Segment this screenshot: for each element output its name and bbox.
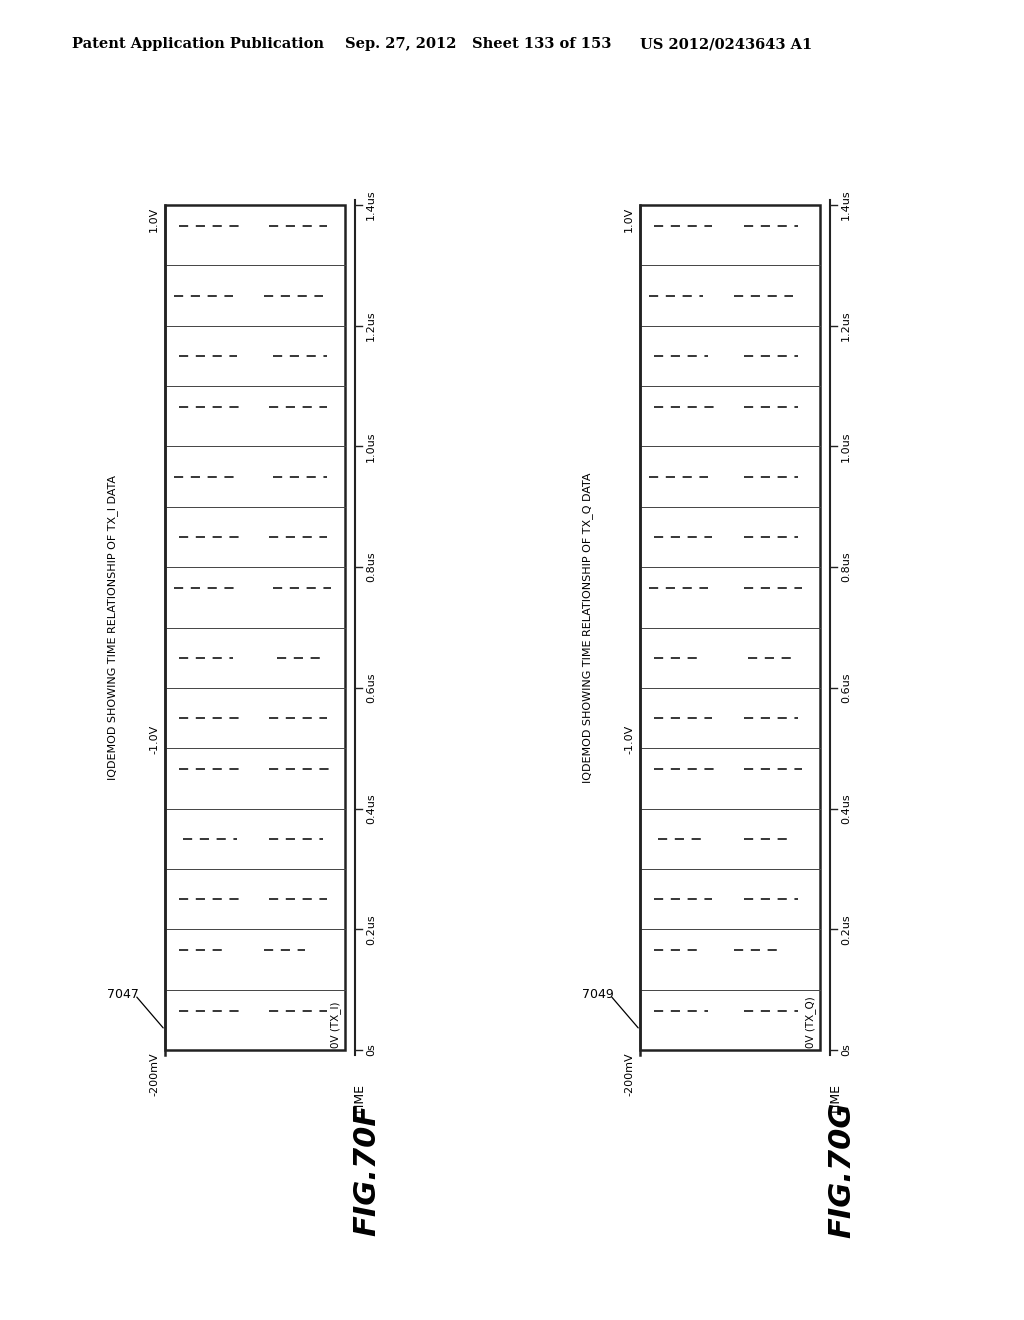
Text: Sep. 27, 2012: Sep. 27, 2012 (345, 37, 457, 51)
Text: 1.0us: 1.0us (366, 432, 376, 462)
Text: 0s: 0s (841, 1044, 851, 1056)
Text: 1.2us: 1.2us (366, 310, 376, 341)
Text: 1.0us: 1.0us (841, 432, 851, 462)
Text: 0V (TX_I): 0V (TX_I) (330, 1002, 341, 1048)
Text: US 2012/0243643 A1: US 2012/0243643 A1 (640, 37, 812, 51)
Text: FIG.70F: FIG.70F (352, 1104, 382, 1236)
Text: Sheet 133 of 153: Sheet 133 of 153 (472, 37, 611, 51)
Text: -200mV: -200mV (150, 1052, 159, 1096)
Text: FIG.70G: FIG.70G (827, 1102, 856, 1238)
Text: -1.0V: -1.0V (624, 725, 634, 754)
Text: 0.8us: 0.8us (366, 552, 376, 582)
Text: 7047: 7047 (106, 989, 139, 1002)
Text: 0.6us: 0.6us (841, 673, 851, 704)
Bar (165, 205, 345, 1049)
Text: 0.4us: 0.4us (366, 793, 376, 824)
Text: 0.2us: 0.2us (366, 913, 376, 945)
Text: Patent Application Publication: Patent Application Publication (72, 37, 324, 51)
Text: -1.0V: -1.0V (150, 725, 159, 754)
Text: 0.4us: 0.4us (841, 793, 851, 824)
Text: 0s: 0s (366, 1044, 376, 1056)
Text: 1.0V: 1.0V (624, 207, 634, 232)
Bar (640, 205, 820, 1049)
Text: 0.8us: 0.8us (841, 552, 851, 582)
Text: 1.2us: 1.2us (841, 310, 851, 341)
Text: TIME: TIME (354, 1085, 368, 1115)
Text: 7049: 7049 (582, 989, 613, 1002)
Text: IQDEMOD SHOWING TIME RELATIONSHIP OF TX_Q DATA: IQDEMOD SHOWING TIME RELATIONSHIP OF TX_… (583, 473, 594, 783)
Text: 1.4us: 1.4us (841, 190, 851, 220)
Text: 0V (TX_Q): 0V (TX_Q) (805, 997, 816, 1048)
Text: 1.0V: 1.0V (150, 207, 159, 232)
Text: TIME: TIME (829, 1085, 843, 1115)
Text: IQDEMOD SHOWING TIME RELATIONSHIP OF TX_I DATA: IQDEMOD SHOWING TIME RELATIONSHIP OF TX_… (108, 475, 119, 780)
Text: 0.6us: 0.6us (366, 673, 376, 704)
Text: -200mV: -200mV (624, 1052, 634, 1096)
Text: 1.4us: 1.4us (366, 190, 376, 220)
Text: 0.2us: 0.2us (841, 913, 851, 945)
